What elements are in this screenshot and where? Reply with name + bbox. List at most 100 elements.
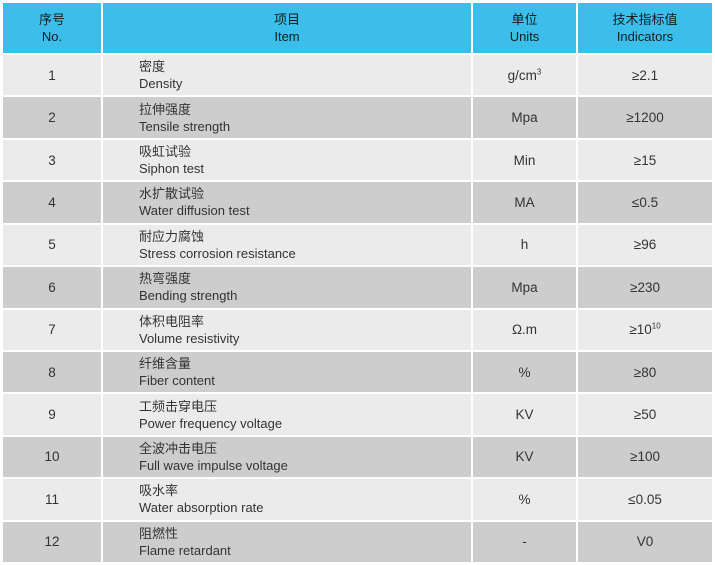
row-number: 10	[3, 436, 101, 478]
item-cell: 耐应力腐蚀 Stress corrosion resistance	[103, 224, 471, 266]
indicator-value: ≤0.05	[628, 491, 662, 507]
header-item-zh: 项目	[273, 12, 300, 27]
row-number: 6	[3, 267, 101, 308]
indicator-cell: ≥96	[578, 224, 712, 266]
indicator-value: ≥100	[630, 449, 660, 465]
unit-value: KV	[515, 449, 534, 465]
item-cell: 吸虹试验 Siphon test	[103, 139, 471, 181]
indicator-value: ≥1200	[626, 110, 664, 126]
row-number: 2	[3, 97, 101, 138]
indicator-cell: ≤0.5	[578, 182, 712, 223]
indicator-cell: ≥230	[578, 267, 712, 308]
header-indicators-en: Indicators	[616, 29, 674, 44]
row-number: 1	[3, 55, 101, 96]
item-cell: 吸水率 Water absorption rate	[103, 479, 471, 520]
row-number: 8	[3, 351, 101, 393]
item-name-en: Volume resistivity	[139, 330, 240, 346]
item-name-zh: 拉伸强度	[139, 101, 192, 117]
unit-cell: h	[473, 224, 576, 266]
item-name-en: Full wave impulse voltage	[139, 457, 288, 473]
indicator-value: ≥15	[633, 152, 657, 168]
item-name-zh: 吸水率	[139, 483, 179, 499]
unit-cell: -	[473, 521, 576, 562]
header-units-en: Units	[509, 29, 540, 44]
row-number: 9	[3, 394, 101, 435]
indicator-cell: ≥100	[578, 436, 712, 478]
item-cell: 工频击穿电压 Power frequency voltage	[103, 394, 471, 435]
row-number: 5	[3, 224, 101, 266]
header-indicators-zh: 技术指标值	[612, 12, 678, 27]
item-name-en: Power frequency voltage	[139, 415, 283, 431]
item-name-zh: 全波冲击电压	[139, 440, 218, 456]
header-cell-no: 序号 No.	[3, 3, 101, 53]
unit-value: %	[518, 364, 531, 380]
indicator-value: ≥50	[633, 407, 657, 423]
unit-cell: Ω.m	[473, 309, 576, 350]
indicator-cell: ≥1010	[578, 309, 712, 350]
item-cell: 热弯强度 Bending strength	[103, 267, 471, 308]
item-name-zh: 体积电阻率	[139, 313, 205, 329]
unit-cell: Mpa	[473, 97, 576, 138]
item-name-en: Flame retardant	[139, 542, 231, 558]
unit-value: g/cm	[507, 67, 537, 83]
row-number: 4	[3, 182, 101, 223]
item-name-zh: 纤维含量	[139, 356, 192, 372]
unit-value: Mpa	[511, 110, 538, 126]
item-name-zh: 阻燃性	[139, 525, 179, 541]
row-number: 3	[3, 139, 101, 181]
header-cell-indicators: 技术指标值 Indicators	[578, 3, 712, 53]
unit-value: MA	[514, 194, 535, 210]
item-name-en: Density	[139, 76, 183, 92]
header-no-en: No.	[41, 29, 63, 44]
unit-cell: %	[473, 479, 576, 520]
indicator-cell: ≥2.1	[578, 55, 712, 96]
indicator-value: ≥2.1	[631, 67, 659, 83]
item-name-en: Stress corrosion resistance	[139, 245, 296, 261]
indicator-cell: ≥15	[578, 139, 712, 181]
item-name-en: Water absorption rate	[139, 500, 264, 516]
item-name-en: Siphon test	[139, 161, 205, 177]
item-name-zh: 水扩散试验	[139, 186, 205, 202]
item-name-zh: 密度	[139, 59, 166, 75]
indicator-superscript: 10	[651, 321, 661, 331]
item-name-zh: 工频击穿电压	[139, 398, 218, 414]
indicator-value: ≥96	[633, 237, 657, 253]
item-cell: 阻燃性 Flame retardant	[103, 521, 471, 562]
unit-superscript: 3	[536, 67, 542, 77]
unit-cell: KV	[473, 436, 576, 478]
unit-value: KV	[515, 407, 534, 423]
item-name-en: Fiber content	[139, 373, 215, 389]
indicator-value: ≤0.5	[631, 194, 659, 210]
unit-value: Mpa	[511, 279, 538, 295]
indicator-cell: ≤0.05	[578, 479, 712, 520]
item-name-en: Water diffusion test	[139, 203, 250, 219]
item-cell: 全波冲击电压 Full wave impulse voltage	[103, 436, 471, 478]
header-cell-item: 项目 Item	[103, 3, 471, 53]
unit-cell: KV	[473, 394, 576, 435]
header-no-zh: 序号	[38, 12, 65, 27]
item-cell: 体积电阻率 Volume resistivity	[103, 309, 471, 350]
indicator-cell: ≥80	[578, 351, 712, 393]
item-cell: 密度 Density	[103, 55, 471, 96]
item-name-zh: 耐应力腐蚀	[139, 228, 205, 244]
unit-cell: Mpa	[473, 267, 576, 308]
indicator-value: ≥230	[630, 279, 660, 295]
unit-cell: g/cm3	[473, 55, 576, 96]
unit-value: -	[522, 534, 527, 550]
item-cell: 水扩散试验 Water diffusion test	[103, 182, 471, 223]
unit-value: h	[520, 237, 529, 253]
indicator-value: V0	[636, 534, 654, 550]
header-cell-units: 单位 Units	[473, 3, 576, 53]
header-units-zh: 单位	[511, 12, 538, 27]
row-number: 7	[3, 309, 101, 350]
item-name-zh: 吸虹试验	[139, 144, 192, 160]
indicator-value: ≥10	[629, 322, 652, 338]
unit-value: Ω.m	[511, 322, 538, 338]
unit-cell: %	[473, 351, 576, 393]
indicator-cell: ≥1200	[578, 97, 712, 138]
item-name-en: Tensile strength	[139, 118, 231, 134]
unit-cell: MA	[473, 182, 576, 223]
row-number: 11	[3, 479, 101, 520]
header-item-en: Item	[274, 29, 300, 44]
